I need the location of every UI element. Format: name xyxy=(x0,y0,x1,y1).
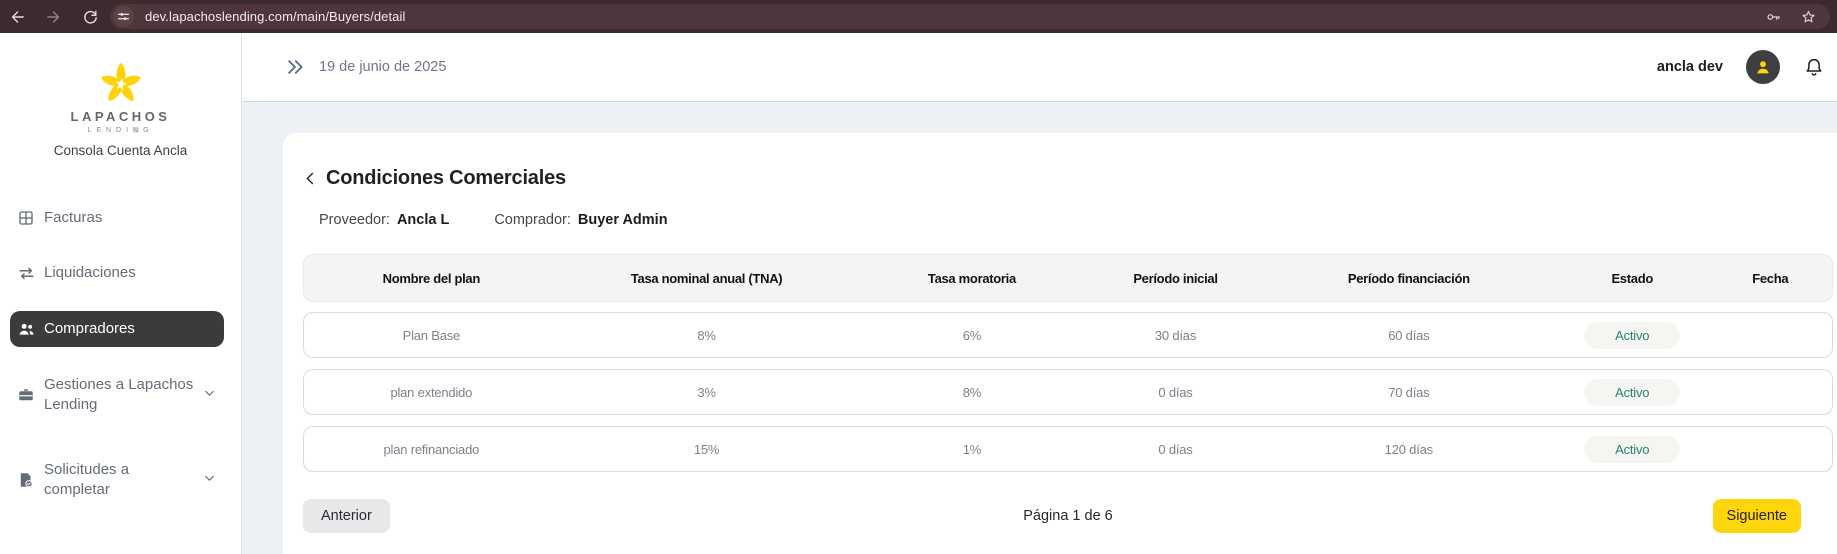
browser-toolbar: dev.lapachoslending.com/main/Buyers/deta… xyxy=(0,0,1837,33)
cell-tna: 8% xyxy=(697,327,716,343)
sidebar-item-label: Compradores xyxy=(44,320,135,337)
cell-plan-name: plan refinanciado xyxy=(383,441,480,457)
sidebar-item-compradores[interactable]: Compradores xyxy=(10,311,224,347)
provider-label: Proveedor: xyxy=(319,212,390,228)
cell-plan-name: Plan Base xyxy=(402,327,461,343)
url-bar[interactable]: dev.lapachoslending.com/main/Buyers/deta… xyxy=(110,4,1830,29)
sidebar-item-facturas[interactable]: Facturas xyxy=(10,203,224,233)
sidebar-item-label: Gestiones a Lapachos Lending xyxy=(44,376,194,413)
buyer-label: Comprador: xyxy=(494,212,571,228)
app-header: 19 de junio de 2025 ancla dev xyxy=(242,33,1837,102)
sidebar-item-solicitudes[interactable]: Solicitudes a completar xyxy=(10,458,224,502)
content-card: Condiciones Comerciales Proveedor: Ancla… xyxy=(283,133,1837,554)
key-icon[interactable] xyxy=(1765,8,1782,25)
forward-icon[interactable] xyxy=(45,8,62,25)
back-chevron-icon[interactable] xyxy=(303,171,319,187)
cell-periodo-inicial: 0 días xyxy=(1158,384,1193,400)
previous-page-button[interactable]: Anterior xyxy=(303,499,390,533)
url-text[interactable]: dev.lapachoslending.com/main/Buyers/deta… xyxy=(145,9,406,24)
double-chevron-right-icon[interactable] xyxy=(285,57,305,77)
tune-icon[interactable] xyxy=(113,6,134,27)
back-icon[interactable] xyxy=(9,8,26,25)
briefcase-icon xyxy=(16,385,36,405)
avatar[interactable] xyxy=(1746,50,1780,84)
sidebar-item-liquidaciones[interactable]: Liquidaciones xyxy=(10,258,224,288)
chevron-down-icon[interactable] xyxy=(203,387,216,404)
sidebar-item-gestiones[interactable]: Gestiones a Lapachos Lending xyxy=(10,373,224,417)
cell-estado: Activo xyxy=(1556,435,1709,463)
cell-plan-name: plan extendido xyxy=(390,384,473,400)
table-row: Plan Base 8% 6% 30 días 60 días Activo xyxy=(303,312,1833,358)
cell-moratoria: 1% xyxy=(962,441,982,457)
column-header-estado: Estado xyxy=(1611,270,1653,286)
cell-tna: 3% xyxy=(697,384,716,400)
logo: ® LAPACHOS LENDING Consola Cuenta Ancla xyxy=(0,60,241,158)
registered-mark: ® xyxy=(133,126,139,135)
table-row: plan extendido 3% 8% 0 días 70 días Acti… xyxy=(303,369,1833,415)
column-header-periodo-inicial: Período inicial xyxy=(1133,270,1218,286)
status-badge: Activo xyxy=(1584,321,1681,349)
title-row: Condiciones Comerciales xyxy=(303,167,1833,190)
sidebar: ® LAPACHOS LENDING Consola Cuenta Ancla … xyxy=(0,33,242,554)
page-title: Condiciones Comerciales xyxy=(326,167,566,189)
invoices-grid-icon xyxy=(16,208,36,228)
table-row: plan refinanciado 15% 1% 0 días 120 días… xyxy=(303,426,1833,472)
page-indicator: Página 1 de 6 xyxy=(1023,508,1113,524)
cell-periodo-financiacion: 60 días xyxy=(1388,327,1430,343)
cell-periodo-inicial: 0 días xyxy=(1158,441,1193,457)
cell-periodo-inicial: 30 días xyxy=(1154,327,1197,343)
cell-estado: Activo xyxy=(1556,378,1709,406)
cell-moratoria: 6% xyxy=(962,327,982,343)
main-area: Condiciones Comerciales Proveedor: Ancla… xyxy=(242,102,1837,554)
header-right: ancla dev xyxy=(1657,50,1837,84)
brand-name: LAPACHOS xyxy=(70,109,171,124)
swap-arrows-icon xyxy=(16,263,36,283)
column-header-periodo-financiacion: Período financiación xyxy=(1347,270,1470,286)
buyer-value: Buyer Admin xyxy=(577,212,668,228)
cell-tna: 15% xyxy=(693,441,720,457)
column-header-moratoria: Tasa moratoria xyxy=(927,270,1016,286)
cell-estado: Activo xyxy=(1556,321,1709,349)
people-icon xyxy=(16,319,36,339)
status-badge: Activo xyxy=(1584,378,1681,406)
column-header-nombre: Nombre del plan xyxy=(382,270,481,286)
column-header-fecha: Fecha xyxy=(1752,270,1789,286)
status-badge: Activo xyxy=(1584,435,1681,463)
cell-moratoria: 8% xyxy=(962,384,982,400)
sidebar-item-label: Facturas xyxy=(44,209,103,226)
console-label: Consola Cuenta Ancla xyxy=(53,143,188,158)
document-check-icon xyxy=(16,470,36,490)
sidebar-item-label: Liquidaciones xyxy=(44,264,136,281)
chevron-down-icon[interactable] xyxy=(203,472,216,489)
cell-periodo-financiacion: 70 días xyxy=(1388,384,1430,400)
cell-periodo-financiacion: 120 días xyxy=(1384,441,1433,457)
lapachos-flower-icon xyxy=(100,62,141,102)
provider-value: Ancla L xyxy=(396,212,450,228)
sidebar-item-label: Solicitudes a completar xyxy=(44,461,130,498)
user-name: ancla dev xyxy=(1656,59,1723,75)
column-header-tna: Tasa nominal anual (TNA) xyxy=(630,270,783,286)
parties-row: Proveedor: Ancla L Comprador: Buyer Admi… xyxy=(319,212,1833,228)
pagination: Anterior Página 1 de 6 Siguiente xyxy=(303,499,1833,533)
star-icon[interactable] xyxy=(1800,8,1817,25)
reload-icon[interactable] xyxy=(82,8,99,25)
table-header: Nombre del plan Tasa nominal anual (TNA)… xyxy=(303,254,1833,302)
bell-icon[interactable] xyxy=(1803,56,1825,78)
next-page-button[interactable]: Siguiente xyxy=(1712,499,1801,533)
brand-subtitle: LENDING xyxy=(87,127,154,134)
current-date: 19 de junio de 2025 xyxy=(319,59,447,75)
